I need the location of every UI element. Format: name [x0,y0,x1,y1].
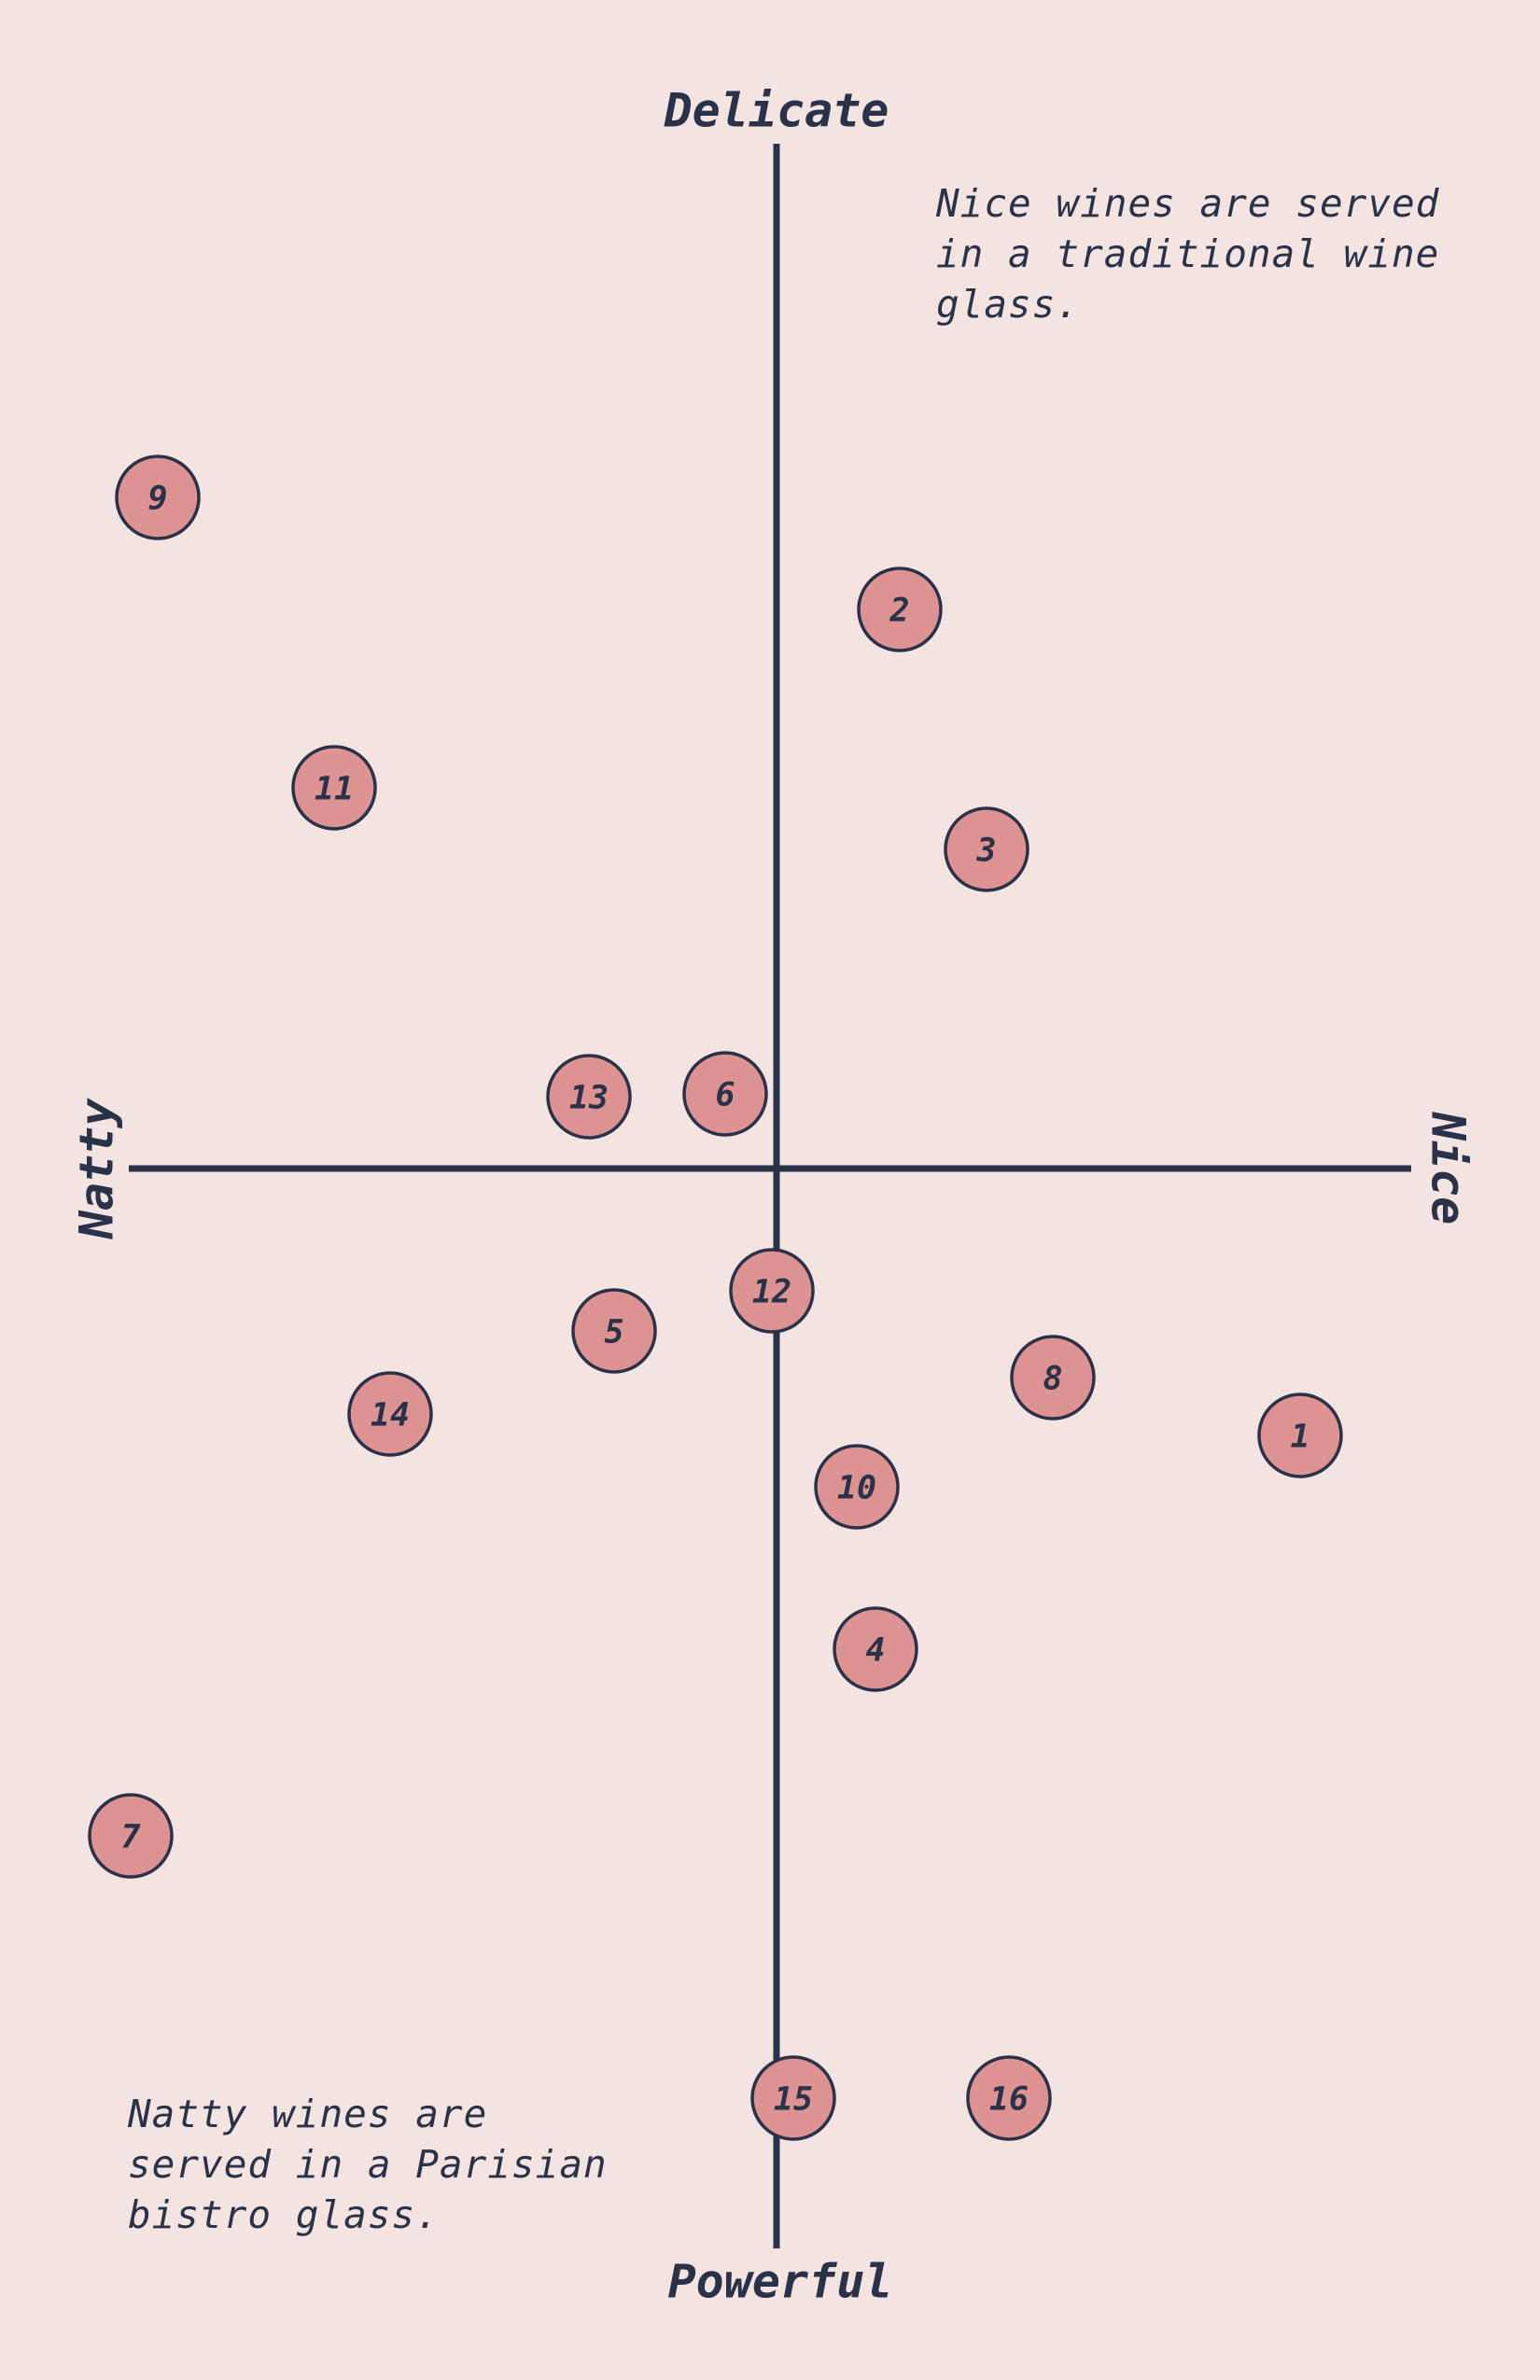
wine-number: 11 [315,771,354,808]
wine-node: 11 [291,745,377,831]
notes: Nice wines are served in a traditional wi… [127,181,1440,2237]
axis-left-label: Natty [70,1098,124,1239]
wine-dot [729,1248,815,1334]
wine-number: 15 [774,2081,813,2119]
wine-number: 9 [147,481,167,518]
axis-right-label: Nice [1421,1112,1476,1225]
wine-node: 1 [1257,1393,1343,1478]
wine-dot [115,455,201,540]
wine-number: 7 [120,1819,140,1856]
wine-dot [1010,1335,1096,1421]
note-line: bistro glass. [128,2192,440,2237]
wine-dot [347,1371,433,1457]
wine-dot [833,1606,918,1692]
wine-dot [546,1054,632,1140]
wine-node: 14 [347,1371,433,1457]
wine-number: 13 [569,1080,609,1117]
wine-number: 1 [1290,1419,1309,1456]
note-line: Nice wines are served [935,181,1440,226]
wine-dot [571,1288,657,1374]
note-line: glass. [936,282,1080,327]
wine-number: 5 [604,1314,623,1351]
wine-dot [1257,1393,1343,1478]
wine-dot [291,745,377,831]
wine-dot [944,806,1029,892]
wine-node: 5 [571,1288,657,1374]
wine-node: 2 [857,567,943,652]
axis-top-label: Delicate [664,84,889,138]
wine-dot [750,2055,836,2141]
wine-number: 12 [752,1274,791,1311]
wine-node: 4 [833,1606,918,1692]
wine-node: 9 [115,455,201,540]
wine-number: 4 [865,1632,885,1670]
axis-bottom-label: Powerful [668,2255,893,2309]
wine-dot [857,567,943,652]
wine-number: 14 [371,1397,410,1435]
wine-node: 6 [682,1051,768,1137]
wine-dot [682,1051,768,1137]
wine-number: 6 [715,1077,735,1114]
wine-node: 8 [1010,1335,1096,1421]
wine-node: 3 [944,806,1029,892]
wine-node: 12 [729,1248,815,1334]
note-line: Natty wines are [127,2092,487,2136]
wine-dot [966,2055,1052,2141]
wine-node: 7 [88,1793,174,1879]
wine-number: 8 [1043,1361,1062,1398]
wine-number: 10 [837,1470,876,1507]
wine-node: 15 [750,2055,836,2141]
wine-number: 16 [989,2081,1029,2119]
wine-dot [814,1444,900,1530]
note-line: served in a Parisian [128,2142,608,2187]
wine-number: 3 [975,833,996,870]
wine-node: 10 [814,1444,900,1530]
wine-node: 13 [546,1054,632,1140]
wine-number: 2 [889,593,909,630]
note-line: in a traditional wine [936,231,1439,276]
wine-node: 16 [966,2055,1052,2141]
wine-dot [88,1793,174,1879]
